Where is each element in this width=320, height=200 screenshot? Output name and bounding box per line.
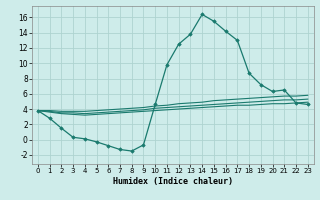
X-axis label: Humidex (Indice chaleur): Humidex (Indice chaleur): [113, 177, 233, 186]
